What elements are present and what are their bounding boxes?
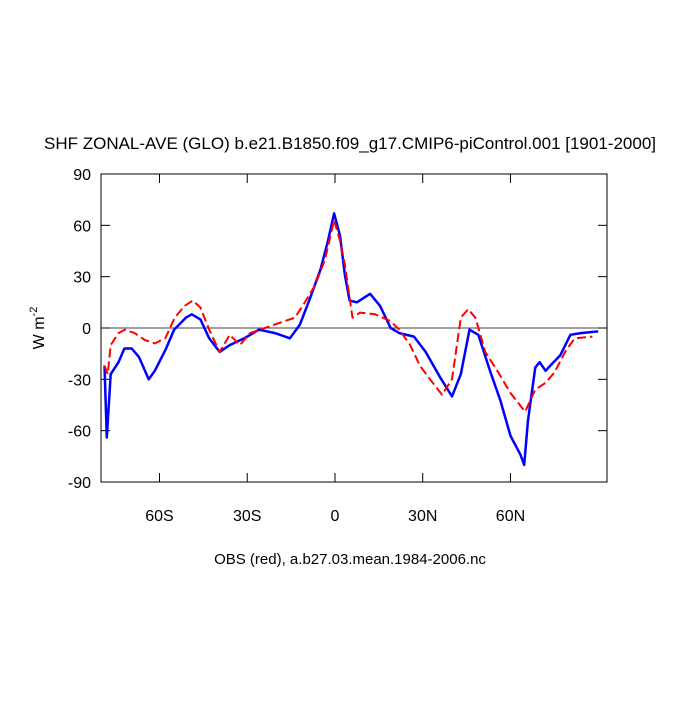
y-tick-label: -90	[68, 475, 91, 492]
y-axis-label-text: W m	[31, 316, 48, 349]
footnote: OBS (red), a.b27.03.mean.1984-2006.nc	[214, 551, 486, 568]
series-line	[103, 212, 599, 467]
x-tick-label: 0	[331, 508, 340, 525]
y-tick-label: -60	[68, 424, 91, 441]
x-tick-label: 60N	[496, 508, 525, 525]
y-tick-label: 90	[73, 167, 91, 184]
y-tick-label: 60	[73, 218, 91, 235]
y-tick-label: -30	[68, 372, 91, 389]
x-tick-label: 30N	[408, 508, 437, 525]
series-line	[103, 219, 593, 413]
x-tick-label: 30S	[233, 508, 261, 525]
y-tick-label: 30	[73, 270, 91, 287]
x-tick-label: 60S	[145, 508, 173, 525]
y-axis-label-superscript: -2	[28, 307, 40, 317]
y-axis-label: W m-2	[28, 307, 48, 350]
y-tick-label: 0	[82, 321, 91, 338]
chart-title: SHF ZONAL-AVE (GLO) b.e21.B1850.f09_g17.…	[44, 134, 656, 153]
